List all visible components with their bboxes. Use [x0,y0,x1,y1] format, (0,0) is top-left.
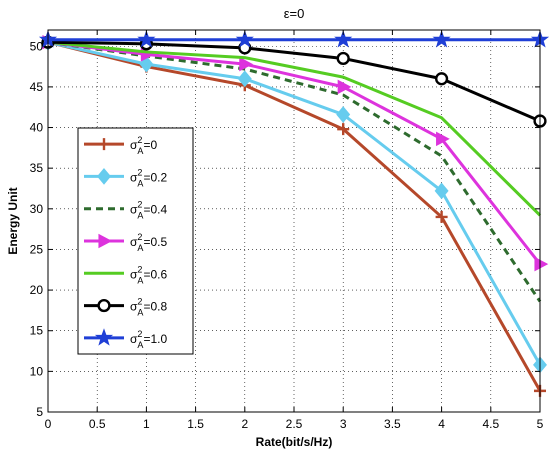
x-tick-label: 4 [438,417,445,431]
legend: σ2 A=0 σ2 A=0.2 σ2 A=0.4 σ2 A=0.5 σ2 A=0.6 σ2 A=0.8… [77,127,194,355]
y-tick-label: 15 [30,324,44,338]
diamond-marker [237,70,252,88]
y-tick-label: 50 [30,39,44,53]
y-tick-label: 10 [30,364,44,378]
chart-title: ε=0 [284,6,305,21]
circle-marker [97,298,111,313]
x-tick-label: 1.5 [187,417,204,431]
legend-label: σ2 A=0.8 [130,297,167,318]
y-tick-label: 40 [30,121,44,135]
series-group [47,40,542,217]
x-axis-label: Rate(bit/s/Hz) [256,435,333,449]
x-tick-label: 1 [143,417,150,431]
star-marker [235,30,254,48]
triangle-marker [337,79,352,95]
legend-label: σ2 A=1.0 [130,329,167,350]
plus-marker [98,138,110,151]
diamond-marker [97,168,111,185]
triangle-marker [436,131,450,147]
diamond-marker [434,182,449,200]
y-tick-label: 25 [30,242,44,256]
legend-entry: σ2 A=1.0 [84,328,167,350]
star-marker [137,30,156,48]
circle-marker [336,51,350,66]
x-tick-label: 5 [537,417,544,431]
x-tick-label: 2.5 [286,417,303,431]
legend-entry: σ2 A=0.2 [84,167,167,188]
legend-entry: σ2 A=0.6 [84,264,167,285]
star-marker [94,328,114,346]
plus-marker [435,210,448,223]
y-axis-label: Energy Unit [6,187,20,254]
legend-entry: σ2 A=0.5 [84,232,167,253]
triangle-marker [98,233,113,249]
x-tick-label: 0 [45,417,52,431]
legend-label: σ2 A=0 [130,135,157,156]
triangle-marker [534,256,549,272]
series-group [47,40,542,303]
triangle-marker [239,56,254,72]
axis-ticks: 0 0.5 1 1.5 2 2.5 3 3.5 4 4.5 5 5 10 15 20 25 30 35 40 45 50 [30,30,544,431]
legend-entry: σ2 A=0 [84,135,157,156]
plus-marker [337,123,350,136]
legend-entry: σ2 A=0.8 [84,297,167,318]
series-line [47,40,542,366]
star-marker [334,30,353,48]
y-tick-label: 45 [30,80,44,94]
series-line [47,40,542,303]
y-tick-label: 35 [30,161,44,175]
legend-label: σ2 A=0.2 [130,167,167,188]
legend-label: σ2 A=0.4 [130,200,167,221]
series-line [47,40,542,266]
x-tick-label: 0.5 [89,417,106,431]
legend-label: σ2 A=0.6 [130,264,167,285]
x-tick-label: 2 [241,417,248,431]
legend-entry: σ2 A=0.4 [84,200,167,221]
legend-label: σ2 A=0.5 [130,232,167,253]
diamond-marker [139,55,154,73]
series-line [47,40,542,217]
x-tick-label: 4.5 [482,417,499,431]
series-line [47,40,541,123]
y-tick-label: 20 [30,283,44,297]
star-marker [432,30,451,48]
x-tick-label: 3 [340,417,347,431]
circle-marker [435,72,449,86]
y-tick-label: 30 [30,202,44,216]
x-tick-label: 3.5 [384,417,401,431]
series-line [47,40,542,392]
series-lines [38,30,550,397]
diamond-marker [336,106,351,123]
y-tick-label: 5 [36,405,43,419]
